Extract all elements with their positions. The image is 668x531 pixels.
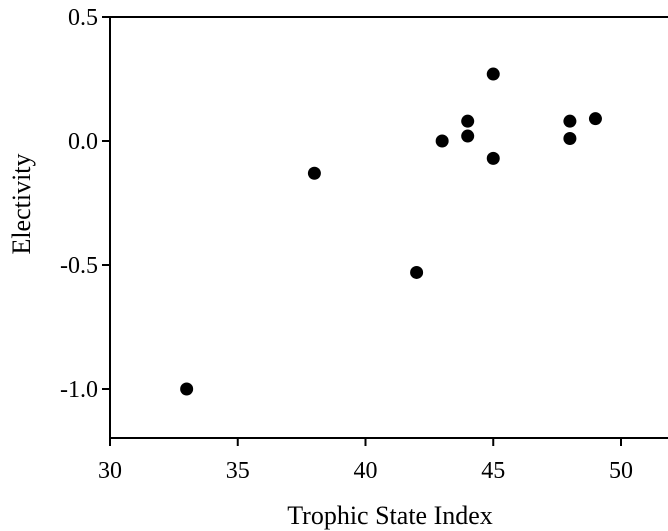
x-tick-label: 30 [98,458,122,484]
x-tick-label: 40 [354,458,378,484]
y-axis-title: Electivity [7,153,36,254]
x-tick-label: 45 [481,458,505,484]
data-point [307,166,321,180]
x-tick-label: 50 [609,458,633,484]
data-point [486,67,500,81]
data-point [588,112,602,126]
x-tick-label: 35 [226,458,250,484]
data-point [563,114,577,128]
axes [109,16,668,439]
tick-labels: 30 35 40 45 50 0.5 0.0 -0.5 -1.0 [60,5,633,484]
data-point [435,134,449,148]
y-tick-label: -0.5 [60,253,98,279]
data-point [461,114,475,128]
data-point [563,132,577,146]
x-axis-title: Trophic State Index [287,501,493,530]
data-point [461,129,475,143]
y-tick-label: 0.5 [68,5,98,31]
y-tick-label: 0.0 [68,129,98,155]
data-points [180,67,602,396]
ticks [102,16,622,446]
data-point [486,151,500,165]
y-tick-label: -1.0 [60,377,98,403]
data-point [410,265,424,279]
data-point [180,382,194,396]
